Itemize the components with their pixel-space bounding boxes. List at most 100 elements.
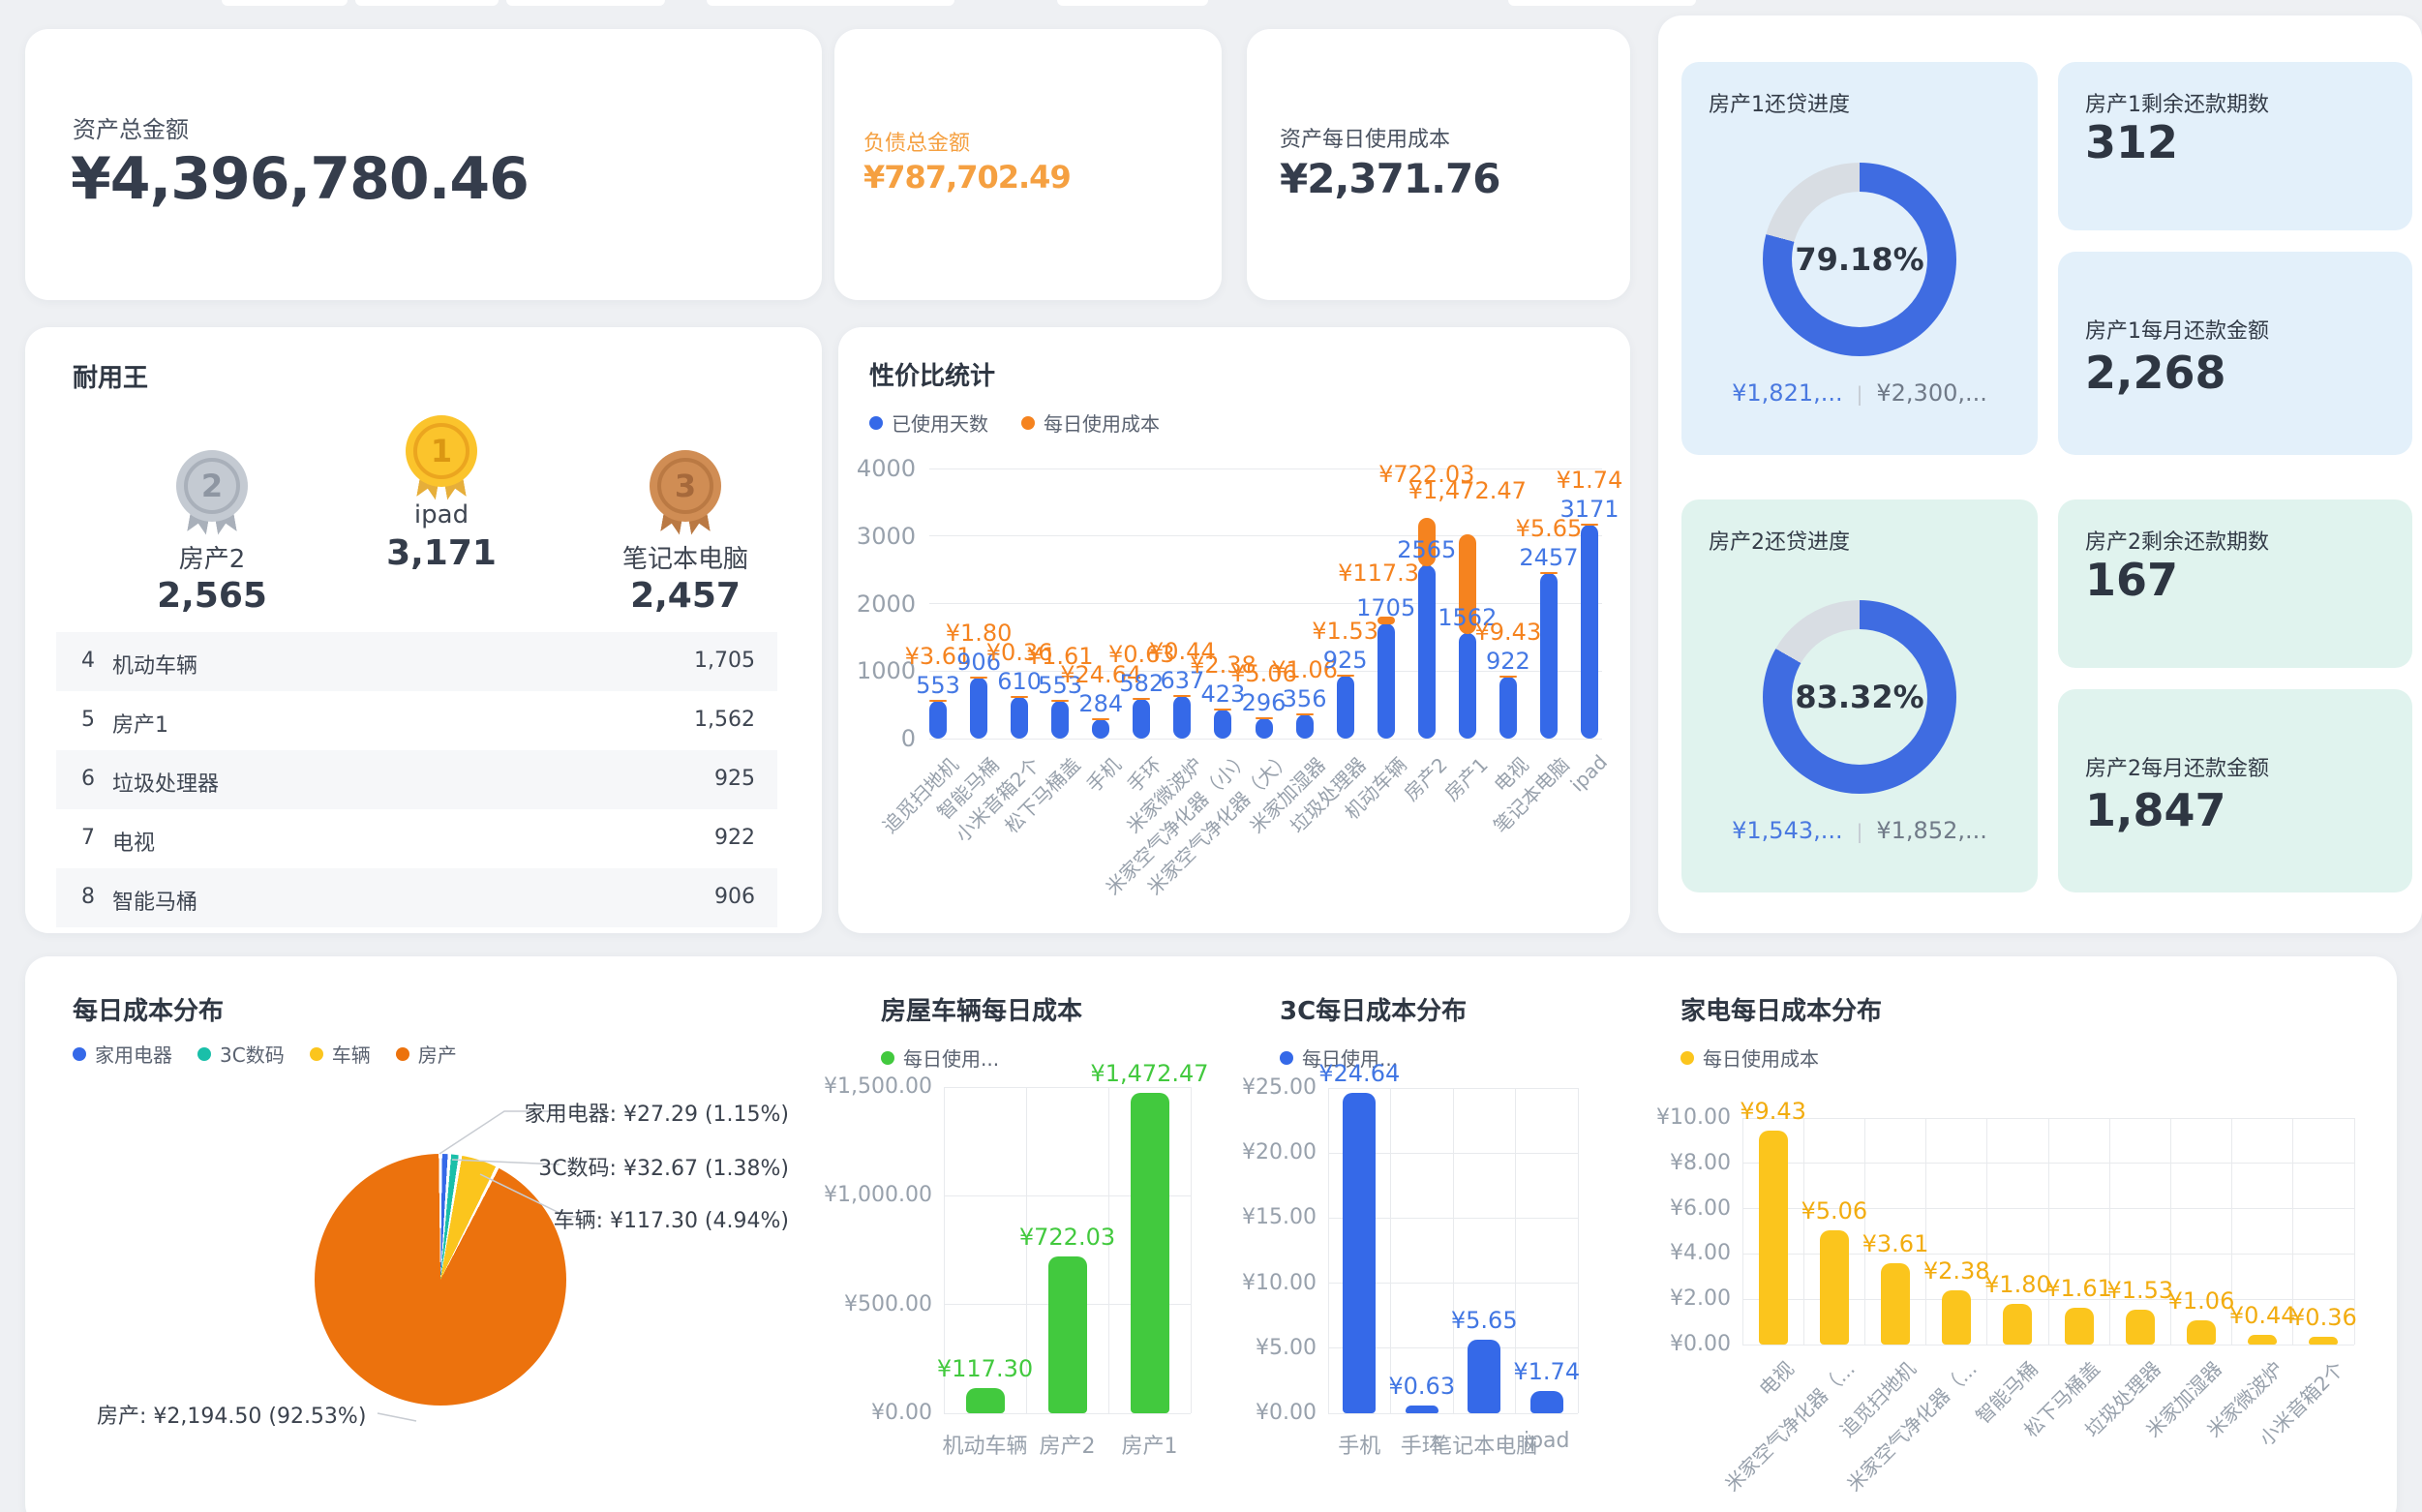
- bar-daily-cost[interactable]: [1051, 700, 1070, 703]
- top-card-remnant: [1057, 0, 1208, 6]
- legend-label: 房产: [417, 1043, 457, 1067]
- x-axis-label: 房产1: [1121, 1435, 1178, 1459]
- bar-daily-cost[interactable]: [1214, 709, 1232, 711]
- bar-daily-cost[interactable]: [1539, 571, 1558, 574]
- legend-item[interactable]: 房产: [395, 1040, 457, 1068]
- bar[interactable]: [1819, 1229, 1849, 1345]
- bar-daily-cost[interactable]: [1581, 523, 1598, 526]
- bar[interactable]: [2309, 1336, 2339, 1345]
- legend-item[interactable]: 每日使用成本: [1680, 1043, 1819, 1072]
- bar-used-days[interactable]: [1377, 623, 1395, 739]
- bar[interactable]: [1529, 1390, 1563, 1413]
- bar-used-days[interactable]: [929, 701, 947, 739]
- bar[interactable]: [2248, 1334, 2278, 1345]
- bar-value-label: ¥117.30: [936, 1354, 1034, 1382]
- bar-used-days[interactable]: [1011, 697, 1029, 739]
- loan2-monthly-label: 房产2每月还款金额: [2085, 757, 2269, 781]
- bar-used-days[interactable]: [1581, 524, 1598, 739]
- grid-line: [2231, 1118, 2233, 1345]
- bar-daily-cost[interactable]: [1133, 698, 1151, 701]
- cost-performance-legend: 已使用天数 每日使用成本: [869, 408, 1160, 437]
- list-item-name: 垃圾处理器: [112, 772, 220, 797]
- bar-used-days[interactable]: [970, 677, 988, 739]
- bar-used-days[interactable]: [1092, 719, 1110, 739]
- loan2-progress-percent: 83.32%: [1795, 679, 1924, 715]
- x-axis-label: 手机: [1338, 1435, 1381, 1459]
- bar-daily-cost[interactable]: [1336, 675, 1354, 678]
- legend-item[interactable]: 每日使用...: [881, 1043, 999, 1072]
- bar-used-days[interactable]: [1295, 714, 1314, 739]
- daily-cost-value: ¥2,371.76: [1280, 155, 1500, 202]
- bar-daily-cost[interactable]: [1255, 717, 1273, 720]
- bar[interactable]: [1343, 1092, 1377, 1413]
- bar[interactable]: [1881, 1262, 1910, 1345]
- bar-used-days[interactable]: [1499, 676, 1517, 739]
- loan2-progress-donut[interactable]: 83.32%: [1763, 600, 1956, 794]
- bar[interactable]: [1130, 1093, 1169, 1413]
- bar-daily-cost[interactable]: [1092, 718, 1110, 721]
- bar[interactable]: [1758, 1131, 1788, 1345]
- bar-value-label: 582: [1119, 670, 1165, 698]
- bar-daily-cost[interactable]: [1011, 696, 1029, 699]
- legend-item[interactable]: 每日使用...: [1280, 1043, 1398, 1072]
- bar-daily-cost[interactable]: [1417, 517, 1436, 567]
- pie-annotation: 房产: ¥2,194.50 (92.53%): [97, 1405, 367, 1429]
- bar[interactable]: [2003, 1303, 2033, 1345]
- bar-daily-cost[interactable]: [970, 676, 988, 679]
- grid-line: [1577, 1088, 1579, 1413]
- legend-item[interactable]: 3C数码: [197, 1040, 285, 1068]
- bar-daily-cost[interactable]: [1295, 713, 1314, 716]
- bar-used-days[interactable]: [1255, 718, 1273, 739]
- loan2-monthly-value: 1,847: [2085, 784, 2226, 836]
- bar-used-days[interactable]: [1173, 695, 1192, 739]
- legend-item[interactable]: 家用电器: [73, 1040, 172, 1068]
- y-axis-label: ¥5.00: [1256, 1335, 1317, 1360]
- pie-chart-legend: 家用电器 3C数码 车辆 房产: [73, 1040, 457, 1068]
- x-axis-label: 手环: [1400, 1435, 1443, 1459]
- medal-coin: 1: [406, 415, 477, 487]
- bar[interactable]: [1468, 1340, 1501, 1413]
- bar-daily-cost[interactable]: [1458, 534, 1476, 635]
- bar-daily-cost[interactable]: [1377, 616, 1395, 625]
- bar-daily-cost[interactable]: [1499, 675, 1517, 678]
- bar[interactable]: [2125, 1310, 2155, 1345]
- legend-dot: [1280, 1050, 1293, 1065]
- bar[interactable]: [965, 1387, 1005, 1413]
- bar-used-days[interactable]: [1133, 699, 1151, 739]
- legend-dot: [73, 1046, 86, 1061]
- loan1-progress-title: 房产1还贷进度: [1709, 93, 1850, 117]
- y-axis-label: ¥6.00: [1670, 1195, 1731, 1221]
- legend-item[interactable]: 每日使用成本: [1021, 408, 1160, 437]
- list-item: 4 机动车辆 1,705: [56, 632, 777, 691]
- legend-item[interactable]: 已使用天数: [869, 408, 988, 437]
- bar-used-days[interactable]: [1051, 701, 1070, 739]
- bar-used-days[interactable]: [1539, 572, 1558, 739]
- bar-value-label: ¥117.30: [1338, 559, 1435, 587]
- grid-line: [929, 603, 1602, 604]
- bar-value-label: ¥1,472.47: [1090, 1060, 1209, 1088]
- grid-line: [1390, 1088, 1391, 1413]
- loan1-progress-percent: 79.18%: [1795, 241, 1924, 278]
- legend-item[interactable]: 车辆: [309, 1040, 371, 1068]
- bar-used-days[interactable]: [1336, 676, 1354, 739]
- cost-performance-title: 性价比统计: [869, 362, 996, 391]
- medal-bronze: 3 笔记本电脑 2,457: [622, 450, 748, 616]
- bar[interactable]: [1942, 1290, 1972, 1345]
- bar-value-label: 356: [1282, 685, 1327, 713]
- y-axis-label: ¥1,500.00: [824, 1074, 932, 1099]
- bar[interactable]: [2064, 1308, 2094, 1345]
- bar-value-label: ¥1.61: [2045, 1275, 2112, 1303]
- bar-daily-cost[interactable]: [929, 700, 947, 703]
- grid-line: [1452, 1088, 1454, 1413]
- bar[interactable]: [2187, 1320, 2216, 1345]
- list-item-value: 1,562: [694, 708, 755, 732]
- bar-value-label: ¥1.06: [2167, 1287, 2235, 1315]
- bar-used-days[interactable]: [1458, 633, 1476, 739]
- bar-daily-cost[interactable]: [1173, 694, 1192, 697]
- loan1-progress-donut[interactable]: 79.18%: [1763, 163, 1956, 356]
- bar-used-days[interactable]: [1417, 565, 1436, 739]
- medal-value: 2,565: [157, 576, 267, 616]
- bar[interactable]: [1047, 1255, 1087, 1413]
- bar-used-days[interactable]: [1214, 710, 1232, 739]
- bar[interactable]: [1405, 1405, 1438, 1413]
